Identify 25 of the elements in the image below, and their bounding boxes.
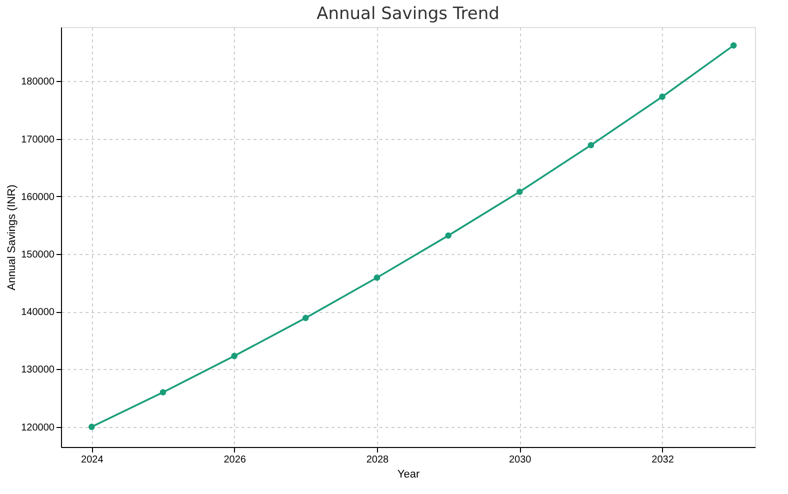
point: [445, 232, 452, 239]
y-tick-label: 130000: [21, 364, 55, 376]
y-tick-label: 180000: [21, 76, 55, 88]
y-axis-title: Annual Savings (INR): [6, 184, 18, 290]
point: [516, 188, 523, 195]
point: [659, 94, 666, 100]
y-tick-label: 120000: [21, 422, 55, 434]
y-tick-label: 160000: [21, 192, 55, 203]
x-tick-label: 2028: [366, 454, 390, 466]
point: [231, 352, 238, 360]
y-tick-label: 170000: [21, 134, 55, 146]
point: [588, 142, 594, 148]
point: [374, 274, 380, 281]
chart-title: Annual Savings Trend: [316, 4, 500, 24]
point: [302, 314, 309, 322]
x-tick-label: 2026: [224, 454, 246, 466]
x-tick-label: 2030: [509, 454, 532, 466]
x-tick-label: 2024: [81, 454, 104, 466]
y-tick-label: 140000: [21, 307, 55, 318]
point: [160, 389, 166, 396]
y-tick-label: 150000: [21, 249, 55, 260]
point: [730, 42, 737, 49]
x-tick-label: 2032: [652, 454, 674, 466]
point: [88, 424, 95, 430]
x-axis-title: Year: [397, 468, 420, 480]
